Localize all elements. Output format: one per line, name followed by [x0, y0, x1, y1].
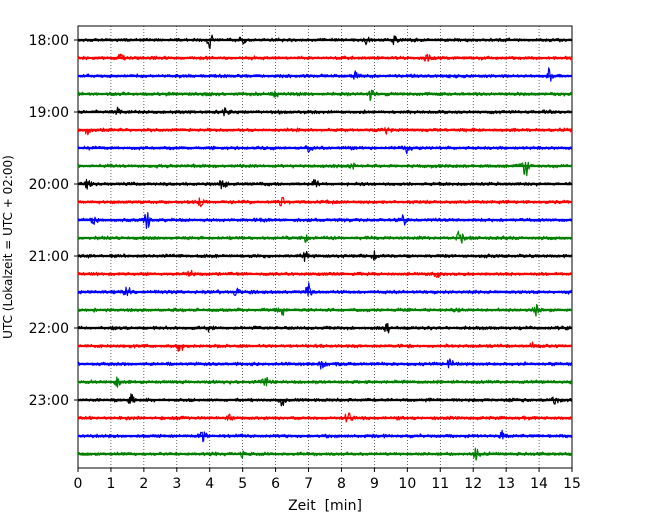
x-tick-label: 0: [74, 476, 83, 492]
x-tick-label: 13: [497, 476, 515, 492]
x-tick-label: 8: [337, 476, 346, 492]
trace-line: [77, 67, 573, 82]
x-tick-label: 10: [398, 476, 416, 492]
x-tick-label: 3: [172, 476, 181, 492]
x-tick-label: 5: [238, 476, 247, 492]
x-tick-label: 12: [464, 476, 482, 492]
trace-lines: [77, 34, 573, 461]
trace-line: [77, 127, 573, 136]
y-tick-label: 18:00: [29, 33, 69, 49]
x-tick-label: 4: [205, 476, 214, 492]
x-axis-ticks: 0 1 2 3 4 5 6 7 8 9 10 11 12 13 14 15: [74, 468, 581, 492]
x-axis-label: Zeit [min]: [288, 498, 362, 514]
trace-line: [77, 282, 573, 297]
y-tick-label: 21:00: [29, 249, 69, 265]
x-tick-label: 7: [304, 476, 313, 492]
trace-line: [77, 161, 573, 177]
y-tick-label: 23:00: [29, 393, 69, 409]
x-tick-label: 15: [563, 476, 581, 492]
x-tick-label: 14: [530, 476, 548, 492]
y-tick-label: 22:00: [29, 321, 69, 337]
y-tick-label: 19:00: [29, 105, 69, 121]
y-tick-label: 20:00: [29, 177, 69, 193]
x-tick-label: 6: [271, 476, 280, 492]
trace-line: [77, 144, 573, 155]
y-axis-label: UTC (Lokalzeit = UTC + 02:00): [1, 155, 15, 339]
trace-line: [77, 34, 573, 50]
plot-frame: [77, 25, 573, 469]
x-tick-label: 2: [139, 476, 148, 492]
grid-lines: [110, 26, 540, 468]
y-axis-ticks: 18:00 19:00 20:00 21:00 22:00 23:00: [29, 33, 78, 409]
trace-line: [77, 89, 573, 102]
x-tick-label: 11: [431, 476, 449, 492]
x-tick-label: 9: [370, 476, 379, 492]
x-tick-label: 1: [106, 476, 115, 492]
